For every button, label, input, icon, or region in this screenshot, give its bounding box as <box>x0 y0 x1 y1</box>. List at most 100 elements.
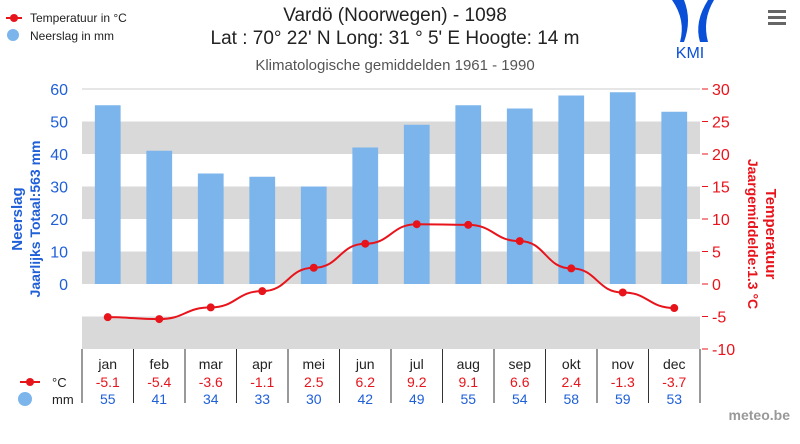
left-axis-title: Neerslag <box>9 187 26 250</box>
precip-bar <box>558 95 585 284</box>
right-tick-label: 30 <box>712 82 730 99</box>
precip-legend-icon <box>7 29 19 41</box>
temp-value: 2.4 <box>562 374 582 390</box>
temperature-point <box>464 220 473 229</box>
precip-bar <box>146 150 173 284</box>
temperature-point <box>103 313 112 322</box>
temp-value: -3.6 <box>199 374 223 390</box>
grid-band <box>82 219 700 252</box>
right-tick-label: -5 <box>712 310 726 327</box>
temp-value: 9.2 <box>407 374 427 390</box>
left-tick-label: 50 <box>50 115 68 132</box>
precip-value: 53 <box>666 391 682 407</box>
precip-value: 41 <box>151 391 167 407</box>
precip-legend-icon <box>18 392 32 406</box>
grid-band <box>82 316 700 349</box>
right-axis-title: Temperatuur <box>762 189 779 280</box>
month-label: mei <box>302 356 325 372</box>
chart-period: Klimatologische gemiddelden 1961 - 1990 <box>255 57 534 74</box>
temp-value: -5.4 <box>147 374 171 390</box>
grid-band <box>82 89 700 122</box>
temperature-point <box>567 264 576 273</box>
temperature-point <box>361 239 370 248</box>
precip-value: 42 <box>357 391 373 407</box>
left-tick-label: 10 <box>50 245 68 262</box>
precip-bar <box>352 147 379 284</box>
left-tick-label: 30 <box>50 180 68 197</box>
temperature-point <box>258 287 267 296</box>
temperature-point <box>412 220 421 229</box>
month-label: aug <box>457 356 480 372</box>
month-label: dec <box>663 356 686 372</box>
month-label: jun <box>355 356 375 372</box>
kmi-logo <box>672 0 714 42</box>
hamburger-menu-icon[interactable] <box>768 10 786 28</box>
temp-value: -1.3 <box>611 374 635 390</box>
precip-bar <box>506 108 533 284</box>
right-tick-label: 20 <box>712 147 730 164</box>
left-tick-label: 40 <box>50 147 68 164</box>
right-tick-label: 0 <box>712 277 721 294</box>
temp-unit-label: °C <box>52 375 67 390</box>
grid-band <box>82 154 700 187</box>
precip-bar <box>661 111 688 284</box>
left-tick-label: 20 <box>50 212 68 229</box>
left-axis-subtitle: Jaarlijks Totaal:563 mm <box>27 141 43 298</box>
left-tick-label: 60 <box>50 82 68 99</box>
temperature-point <box>618 288 627 297</box>
right-tick-label: 5 <box>712 245 721 262</box>
grid-band <box>82 284 700 317</box>
temp-value: -3.7 <box>662 374 686 390</box>
temp-value: 6.2 <box>356 374 376 390</box>
chart-title: Vardö (Noorwegen) - 1098 <box>283 5 507 26</box>
right-tick-label: 15 <box>712 180 730 197</box>
precip-bar <box>249 176 276 284</box>
temp-legend-icon <box>26 378 34 386</box>
legend-temperature: Temperatuur in °C <box>30 11 127 25</box>
temp-value: 6.6 <box>510 374 530 390</box>
precip-value: 58 <box>563 391 579 407</box>
month-label: jan <box>97 356 117 372</box>
month-label: jul <box>409 356 424 372</box>
precip-value: 49 <box>409 391 425 407</box>
chart-subtitle: Lat : 70° 22' N Long: 31 ° 5' E Hoogte: … <box>211 28 580 49</box>
temp-value: -5.1 <box>96 374 120 390</box>
precip-value: 59 <box>615 391 631 407</box>
temperature-point <box>155 315 164 324</box>
temp-value: 9.1 <box>459 374 479 390</box>
month-label: nov <box>611 356 634 372</box>
temperature-point <box>309 263 318 272</box>
right-tick-label: -10 <box>712 342 735 359</box>
precip-value: 30 <box>306 391 322 407</box>
temp-legend-icon <box>10 14 18 22</box>
legend-precipitation: Neerslag in mm <box>30 29 114 43</box>
temperature-point <box>515 237 524 246</box>
precip-bar <box>403 124 430 284</box>
grid-band <box>82 121 700 154</box>
precip-value: 55 <box>100 391 116 407</box>
precip-value: 33 <box>254 391 270 407</box>
grid-band <box>82 251 700 284</box>
temp-value: 2.5 <box>304 374 324 390</box>
precip-bar <box>197 173 224 284</box>
temperature-point <box>670 304 679 313</box>
month-label: sep <box>508 356 531 372</box>
precip-value: 54 <box>512 391 528 407</box>
temperature-point <box>206 303 215 312</box>
month-label: mar <box>199 356 223 372</box>
kmi-logo-text: KMI <box>676 45 704 62</box>
credit-text: meteo.be <box>729 407 791 423</box>
temp-value: -1.1 <box>250 374 274 390</box>
precip-value: 34 <box>203 391 219 407</box>
month-label: apr <box>252 356 273 372</box>
precip-unit-label: mm <box>52 392 74 407</box>
left-tick-label: 0 <box>59 277 68 294</box>
precip-bar <box>609 92 636 284</box>
precip-value: 55 <box>460 391 476 407</box>
grid-band <box>82 186 700 219</box>
right-tick-label: 10 <box>712 212 730 229</box>
month-label: okt <box>562 356 581 372</box>
right-tick-label: 25 <box>712 115 730 132</box>
precip-bar <box>94 105 121 284</box>
